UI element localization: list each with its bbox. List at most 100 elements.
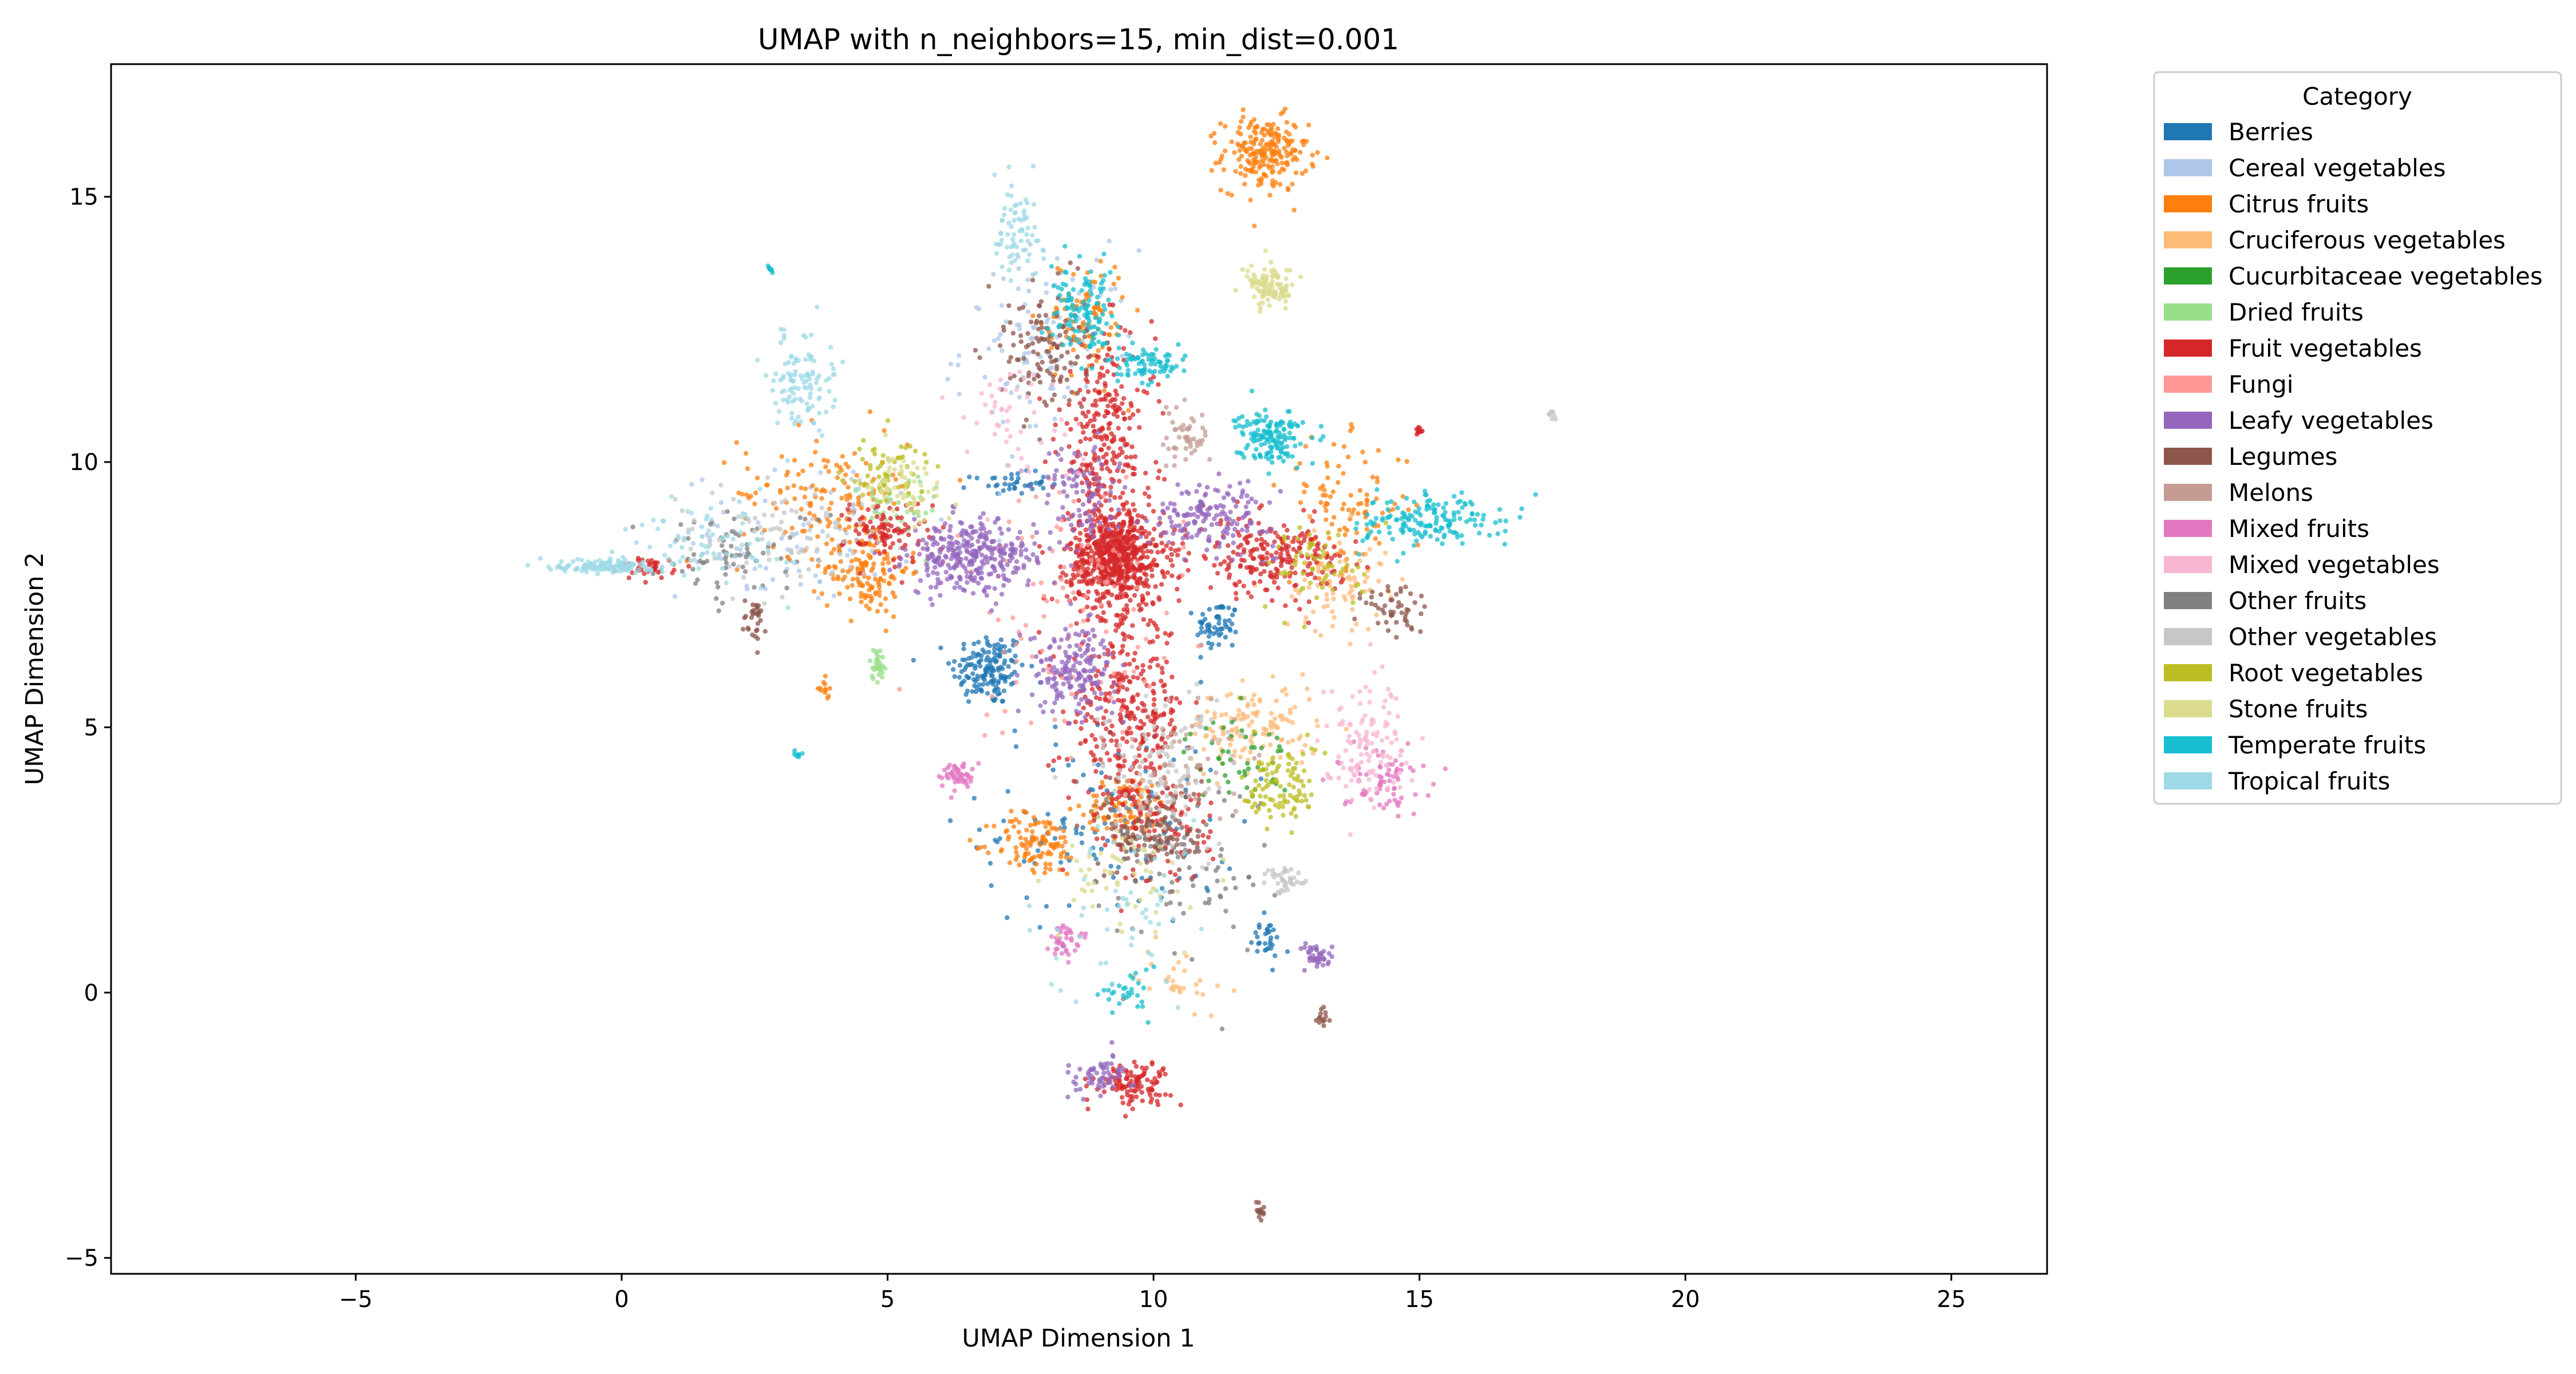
data-point — [845, 552, 850, 558]
data-point — [1209, 168, 1214, 173]
data-point — [1196, 792, 1202, 797]
data-point — [868, 519, 873, 524]
data-point — [1408, 591, 1413, 597]
data-point — [1218, 121, 1223, 127]
data-point — [1080, 825, 1085, 830]
data-point — [1135, 645, 1141, 650]
data-point — [817, 579, 823, 585]
data-point — [1205, 507, 1210, 512]
data-point — [1092, 690, 1097, 696]
data-point — [1003, 829, 1009, 834]
data-point — [1120, 729, 1125, 735]
data-point — [999, 591, 1005, 597]
data-point — [1113, 515, 1118, 520]
data-point — [1093, 769, 1099, 774]
data-point — [1044, 290, 1049, 295]
data-point — [1107, 346, 1112, 352]
data-point — [1310, 519, 1315, 524]
data-point — [1113, 408, 1119, 414]
data-point — [1124, 475, 1129, 480]
data-point — [1249, 940, 1254, 945]
data-point — [1214, 556, 1219, 561]
data-point — [1081, 430, 1086, 435]
data-point — [1253, 499, 1258, 505]
data-point — [1278, 551, 1284, 556]
data-point — [1270, 178, 1275, 183]
data-point — [1168, 558, 1174, 563]
data-point — [1120, 468, 1126, 474]
data-point — [977, 306, 982, 311]
data-point — [1341, 550, 1346, 556]
data-point — [1107, 469, 1113, 474]
data-point — [1105, 404, 1111, 409]
data-point — [1337, 553, 1342, 558]
data-point — [1082, 714, 1088, 720]
data-point — [1133, 547, 1138, 552]
data-point — [870, 676, 876, 682]
data-point — [818, 470, 823, 475]
data-point — [971, 677, 977, 682]
data-point — [1206, 641, 1211, 646]
data-point — [1160, 410, 1165, 416]
data-point — [1206, 778, 1211, 784]
data-point — [1114, 796, 1119, 802]
data-point — [1054, 524, 1060, 530]
data-point — [1137, 545, 1143, 550]
data-point — [888, 545, 893, 550]
data-point — [1085, 551, 1091, 556]
data-point — [1006, 519, 1012, 524]
data-point — [1404, 459, 1409, 464]
data-point — [1267, 929, 1272, 934]
data-point — [1273, 723, 1278, 728]
data-point — [1233, 169, 1238, 174]
data-point — [1277, 169, 1282, 175]
data-point — [1062, 481, 1067, 487]
data-point — [1337, 559, 1342, 564]
data-point — [1286, 143, 1291, 148]
data-point — [1157, 516, 1163, 521]
data-point — [1139, 514, 1145, 519]
data-point — [1149, 573, 1155, 579]
data-point — [1202, 527, 1208, 532]
data-point — [1217, 160, 1222, 165]
data-point — [1170, 836, 1176, 842]
data-point — [1028, 484, 1033, 489]
data-point — [1299, 171, 1305, 176]
data-point — [1263, 931, 1268, 937]
data-point — [1151, 720, 1156, 725]
data-point — [1099, 365, 1105, 370]
data-point — [1092, 445, 1097, 450]
data-point — [1318, 633, 1323, 638]
data-point — [925, 527, 930, 533]
data-point — [1311, 528, 1317, 533]
data-point — [898, 556, 903, 562]
data-point — [1022, 351, 1028, 356]
data-point — [935, 571, 940, 577]
data-point — [1150, 537, 1156, 542]
data-point — [1069, 692, 1074, 697]
data-point — [1121, 698, 1127, 703]
data-point — [1016, 286, 1021, 291]
data-point — [1040, 550, 1045, 555]
data-point — [1068, 369, 1073, 374]
data-point — [1198, 978, 1203, 983]
data-point — [799, 485, 804, 491]
data-point — [1253, 125, 1258, 130]
data-point — [1116, 568, 1121, 574]
data-point — [991, 338, 997, 343]
data-point — [1212, 487, 1218, 492]
data-point — [1055, 345, 1060, 350]
data-point — [1077, 569, 1083, 574]
data-point — [1279, 717, 1285, 722]
data-point — [1227, 484, 1232, 489]
data-point — [995, 646, 1001, 652]
data-point — [1374, 612, 1379, 618]
data-point — [1124, 539, 1129, 544]
data-point — [1129, 516, 1135, 521]
data-point — [1011, 824, 1017, 830]
data-point — [1051, 319, 1056, 325]
data-point — [1315, 960, 1320, 965]
data-point — [764, 566, 769, 571]
data-point — [1127, 426, 1132, 431]
data-point — [1396, 457, 1401, 463]
